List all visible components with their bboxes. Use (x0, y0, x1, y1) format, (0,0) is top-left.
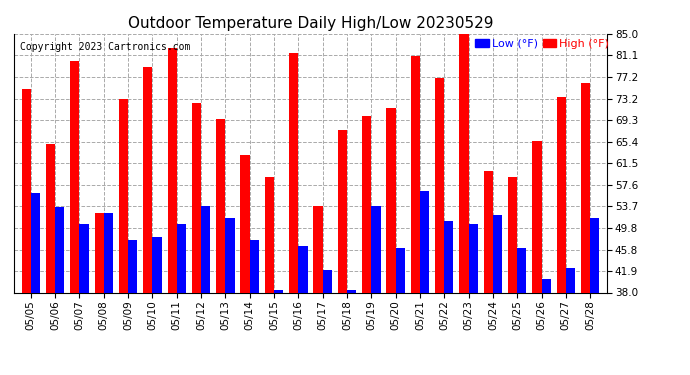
Bar (128, 240, 137, 292)
Bar (493, 215, 502, 292)
Bar (46, 144, 55, 292)
Bar (177, 224, 186, 292)
Bar (420, 190, 429, 292)
Bar (581, 83, 590, 292)
Bar (371, 206, 381, 292)
Bar (460, 34, 469, 292)
Bar (240, 155, 250, 292)
Bar (289, 53, 298, 292)
Bar (250, 240, 259, 292)
Bar (518, 249, 526, 292)
Bar (192, 103, 201, 292)
Bar (590, 218, 600, 292)
Bar (557, 97, 566, 292)
Bar (55, 207, 64, 292)
Bar (152, 237, 161, 292)
Legend: Low (°F), High (°F): Low (°F), High (°F) (471, 34, 613, 53)
Bar (337, 130, 347, 292)
Bar (444, 221, 453, 292)
Bar (469, 224, 477, 292)
Bar (411, 56, 420, 292)
Bar (566, 268, 575, 292)
Bar (95, 213, 103, 292)
Bar (104, 213, 113, 292)
Bar (313, 206, 323, 292)
Bar (395, 249, 405, 292)
Bar (265, 177, 274, 292)
Bar (201, 206, 210, 292)
Title: Outdoor Temperature Daily High/Low 20230529: Outdoor Temperature Daily High/Low 20230… (128, 16, 493, 31)
Bar (168, 48, 177, 292)
Text: Copyright 2023 Cartronics.com: Copyright 2023 Cartronics.com (20, 42, 190, 51)
Bar (274, 290, 284, 292)
Bar (216, 119, 226, 292)
Bar (79, 224, 89, 292)
Bar (508, 177, 518, 292)
Bar (484, 171, 493, 292)
Bar (298, 246, 308, 292)
Bar (70, 61, 79, 292)
Bar (362, 116, 371, 292)
Bar (542, 279, 551, 292)
Bar (323, 270, 332, 292)
Bar (435, 78, 444, 292)
Bar (144, 67, 152, 292)
Bar (532, 141, 542, 292)
Bar (386, 108, 395, 292)
Bar (31, 194, 40, 292)
Bar (226, 218, 235, 292)
Bar (21, 89, 31, 292)
Bar (347, 290, 356, 292)
Bar (119, 99, 128, 292)
